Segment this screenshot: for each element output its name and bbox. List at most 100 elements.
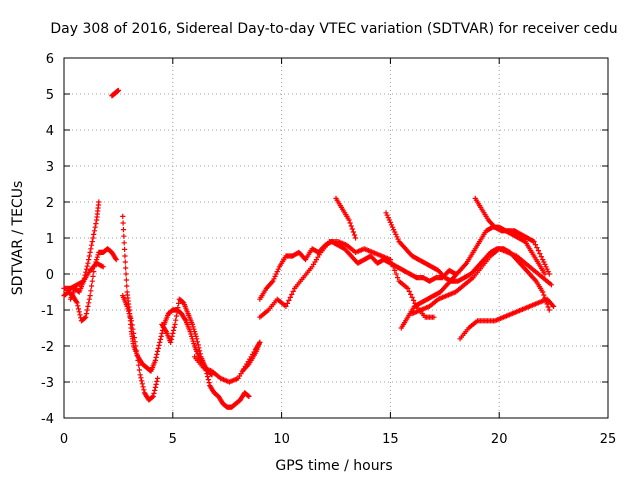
series-arc10 bbox=[257, 239, 459, 302]
y-tick-label: 5 bbox=[46, 88, 54, 103]
data-point bbox=[190, 338, 196, 344]
data-point bbox=[196, 345, 202, 351]
data-point bbox=[83, 266, 90, 272]
data-point bbox=[411, 297, 417, 303]
data-point bbox=[124, 303, 130, 309]
data-point bbox=[88, 283, 95, 289]
data-point bbox=[191, 326, 197, 332]
data-point bbox=[187, 329, 193, 335]
data-point bbox=[154, 351, 160, 357]
data-point bbox=[351, 232, 358, 238]
data-point bbox=[133, 348, 140, 354]
data-point bbox=[151, 390, 157, 396]
data-point bbox=[270, 278, 276, 284]
data-point bbox=[91, 231, 97, 237]
data-point bbox=[85, 260, 91, 266]
data-point bbox=[535, 248, 541, 254]
data-point bbox=[542, 261, 548, 267]
data-point bbox=[128, 318, 135, 324]
data-point bbox=[192, 331, 198, 337]
y-tick-label: 1 bbox=[46, 232, 54, 247]
y-tick-label: 2 bbox=[46, 196, 54, 211]
data-point bbox=[532, 242, 539, 248]
x-tick-label: 20 bbox=[491, 432, 508, 447]
y-tick-label: -1 bbox=[41, 304, 54, 319]
data-point bbox=[395, 275, 401, 281]
data-point bbox=[157, 339, 163, 345]
series-arc4 bbox=[109, 87, 121, 99]
data-point bbox=[125, 306, 131, 312]
data-point bbox=[384, 212, 390, 218]
data-point bbox=[188, 331, 194, 337]
data-point bbox=[126, 311, 132, 317]
data-point bbox=[153, 354, 159, 360]
data-point bbox=[93, 221, 99, 227]
data-point bbox=[386, 217, 392, 223]
data-point bbox=[123, 265, 129, 271]
data-point bbox=[129, 322, 135, 328]
data-point bbox=[204, 371, 210, 377]
data-point bbox=[94, 254, 100, 260]
data-point bbox=[127, 313, 133, 319]
data-point bbox=[76, 309, 82, 315]
data-point bbox=[113, 257, 119, 263]
data-point bbox=[115, 87, 121, 93]
data-point bbox=[87, 293, 93, 299]
data-point bbox=[348, 223, 354, 229]
data-point bbox=[195, 342, 201, 348]
data-point bbox=[189, 321, 195, 327]
y-axis: -4 -3 -2 -1 0 1 2 3 4 5 6 bbox=[41, 52, 608, 427]
x-axis-label: GPS time / hours bbox=[275, 458, 392, 474]
data-point bbox=[383, 210, 389, 216]
data-point bbox=[173, 317, 179, 323]
y-tick-label: -4 bbox=[41, 412, 54, 427]
data-point bbox=[123, 271, 129, 277]
data-point bbox=[538, 254, 544, 260]
data-point bbox=[84, 263, 90, 269]
data-point bbox=[395, 236, 401, 242]
series-arc1 bbox=[61, 246, 119, 324]
data-point bbox=[176, 300, 182, 306]
data-point bbox=[139, 381, 145, 387]
data-point bbox=[390, 264, 396, 270]
data-series bbox=[61, 87, 557, 410]
y-tick-label: -3 bbox=[41, 376, 54, 391]
x-tick-label: 25 bbox=[600, 432, 617, 447]
data-point bbox=[122, 259, 128, 265]
data-point bbox=[84, 307, 90, 313]
y-tick-label: 6 bbox=[46, 52, 54, 67]
data-point bbox=[100, 264, 106, 270]
chart-title: Day 308 of 2016, Sidereal Day-to-day VTE… bbox=[50, 21, 617, 37]
x-tick-label: 10 bbox=[273, 432, 290, 447]
data-point bbox=[406, 288, 412, 294]
data-point bbox=[122, 253, 128, 259]
data-point bbox=[273, 271, 279, 277]
data-point bbox=[133, 343, 139, 349]
data-point bbox=[74, 300, 80, 306]
data-point bbox=[170, 330, 176, 336]
data-point bbox=[86, 257, 92, 263]
data-point bbox=[190, 324, 196, 330]
data-point bbox=[141, 387, 147, 393]
data-point bbox=[346, 217, 352, 223]
data-point bbox=[83, 314, 89, 320]
x-tick-label: 15 bbox=[382, 432, 399, 447]
data-point bbox=[75, 303, 81, 309]
data-point bbox=[154, 378, 160, 384]
y-tick-label: 4 bbox=[46, 124, 54, 139]
data-point bbox=[152, 384, 158, 390]
data-point bbox=[136, 362, 142, 368]
data-point bbox=[120, 213, 126, 219]
data-point bbox=[92, 224, 98, 230]
data-point bbox=[405, 285, 411, 291]
data-point bbox=[132, 339, 138, 345]
data-point bbox=[154, 375, 161, 381]
data-point bbox=[385, 215, 391, 221]
data-point bbox=[349, 226, 355, 232]
data-point bbox=[169, 333, 175, 339]
data-point bbox=[159, 330, 165, 336]
data-point bbox=[283, 303, 289, 309]
data-point bbox=[205, 374, 211, 380]
data-point bbox=[551, 303, 557, 309]
data-point bbox=[85, 303, 91, 309]
